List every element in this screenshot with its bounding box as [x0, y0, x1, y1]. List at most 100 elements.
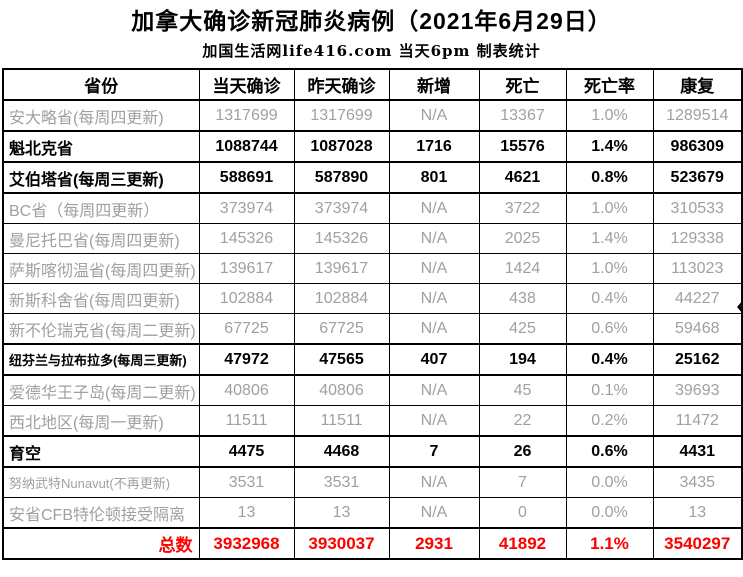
- value-cell: 4475: [198, 435, 295, 468]
- value-cell: 407: [388, 343, 480, 376]
- value-cell: 1.0%: [565, 99, 654, 132]
- value-cell: 44227: [652, 283, 743, 314]
- value-cell: N/A: [388, 223, 480, 254]
- province-cell: 爱德华王子岛(每周二更新): [2, 374, 200, 406]
- value-cell: 0.2%: [565, 405, 654, 437]
- table-row: 曼尼托巴省(每周四更新) 145326 145326 N/A 2025 1.4% 12933…: [2, 223, 743, 254]
- value-cell: 0.6%: [565, 313, 654, 345]
- value-cell: N/A: [388, 253, 480, 284]
- value-cell: 7: [478, 466, 567, 498]
- value-cell: N/A: [388, 313, 480, 345]
- value-cell: 373974: [293, 192, 390, 224]
- value-cell: 11472: [652, 405, 743, 437]
- value-cell: 41892: [478, 527, 567, 560]
- value-cell: 0.0%: [565, 466, 654, 498]
- table-row: 总数 3932968 3930037 2931 41892 1.1% 3540297: [2, 527, 743, 560]
- value-cell: 373974: [198, 192, 295, 224]
- value-cell: 45: [478, 374, 567, 406]
- value-cell: 40806: [198, 374, 295, 406]
- value-cell: 1289514: [652, 99, 743, 132]
- value-cell: 13: [293, 497, 390, 529]
- table-row: 新斯科舍省(每周四更新) 102884 102884 N/A 438 0.4% 44227: [2, 283, 743, 314]
- value-cell: 22: [478, 405, 567, 437]
- value-cell: 7: [388, 435, 480, 468]
- table-row: 育空 4475 4468 7 26 0.6% 4431: [2, 435, 743, 468]
- column-header-2: 昨天确诊: [293, 68, 390, 101]
- value-cell: 129338: [652, 223, 743, 254]
- table-row: 安省CFB特伦顿接受隔离 13 13 N/A 0 0.0% 13: [2, 497, 743, 529]
- value-cell: 0.8%: [565, 161, 654, 194]
- value-cell: 139617: [198, 253, 295, 284]
- province-cell: BC省（每周四更新）: [2, 192, 200, 224]
- value-cell: 0.4%: [565, 283, 654, 314]
- value-cell: N/A: [388, 192, 480, 224]
- value-cell: 40806: [293, 374, 390, 406]
- value-cell: N/A: [388, 405, 480, 437]
- table-row: 新不伦瑞克省(每周二更新) 67725 67725 N/A 425 0.6% 59468: [2, 313, 743, 345]
- value-cell: N/A: [388, 466, 480, 498]
- value-cell: 1.1%: [565, 527, 654, 560]
- header-row: 省份 当天确诊 昨天确诊 新增 死亡 死亡率 康复: [2, 68, 743, 101]
- value-cell: 4621: [478, 161, 567, 194]
- column-header-1: 当天确诊: [198, 68, 295, 101]
- value-cell: 0.1%: [565, 374, 654, 406]
- value-cell: 1088744: [198, 130, 295, 163]
- value-cell: N/A: [388, 497, 480, 529]
- value-cell: 1317699: [198, 99, 295, 132]
- table-row: 纽芬兰与拉布拉多(每周三更新) 47972 47565 407 194 0.4% 25162: [2, 343, 743, 376]
- table-body: 安大略省(每周四更新) 1317699 1317699 N/A 13367 1.0% 128…: [2, 99, 743, 560]
- value-cell: 26: [478, 435, 567, 468]
- value-cell: 102884: [198, 283, 295, 314]
- page-subtitle: 加国生活网life416.com 当天6pm 制表统计: [202, 42, 541, 60]
- page: { "title": "加拿大确诊新冠肺炎病例（2021年6月29日）", "s…: [0, 7, 743, 577]
- value-cell: 4468: [293, 435, 390, 468]
- value-cell: 2931: [388, 527, 480, 560]
- value-cell: N/A: [388, 99, 480, 132]
- value-cell: 113023: [652, 253, 743, 284]
- province-cell: 新斯科舍省(每周四更新): [2, 283, 200, 314]
- value-cell: 1087028: [293, 130, 390, 163]
- value-cell: 310533: [652, 192, 743, 224]
- value-cell: 145326: [198, 223, 295, 254]
- province-cell: 萨斯喀彻温省(每周四更新): [2, 253, 200, 284]
- value-cell: 1424: [478, 253, 567, 284]
- province-cell: 新不伦瑞克省(每周二更新): [2, 313, 200, 345]
- value-cell: 425: [478, 313, 567, 345]
- value-cell: 2025: [478, 223, 567, 254]
- value-cell: 3531: [198, 466, 295, 498]
- value-cell: 1.0%: [565, 253, 654, 284]
- table-header: 省份 当天确诊 昨天确诊 新增 死亡 死亡率 康复: [2, 68, 743, 101]
- value-cell: 1317699: [293, 99, 390, 132]
- value-cell: 0.4%: [565, 343, 654, 376]
- table-row: 西北地区(每周一更新) 11511 11511 N/A 22 0.2% 11472: [2, 405, 743, 437]
- value-cell: 3930037: [293, 527, 390, 560]
- page-title: 加拿大确诊新冠肺炎病例（2021年6月29日）: [131, 8, 612, 34]
- province-cell: 安大略省(每周四更新): [2, 99, 200, 132]
- value-cell: 67725: [198, 313, 295, 345]
- column-header-4: 死亡: [478, 68, 567, 101]
- column-header-5: 死亡率: [565, 68, 654, 101]
- value-cell: 102884: [293, 283, 390, 314]
- value-cell: 1.0%: [565, 192, 654, 224]
- value-cell: 4431: [652, 435, 743, 468]
- column-header-3: 新增: [388, 68, 480, 101]
- value-cell: 11511: [293, 405, 390, 437]
- value-cell: 139617: [293, 253, 390, 284]
- value-cell: 47972: [198, 343, 295, 376]
- value-cell: 13: [198, 497, 295, 529]
- province-cell: 艾伯塔省(每周三更新): [2, 161, 200, 194]
- table-row: 爱德华王子岛(每周二更新) 40806 40806 N/A 45 0.1% 39693: [2, 374, 743, 406]
- province-cell: 育空: [2, 435, 200, 468]
- value-cell: 67725: [293, 313, 390, 345]
- province-cell: 曼尼托巴省(每周四更新): [2, 223, 200, 254]
- value-cell: 3932968: [198, 527, 295, 560]
- value-cell: 3531: [293, 466, 390, 498]
- value-cell: 1.4%: [565, 130, 654, 163]
- value-cell: 1.4%: [565, 223, 654, 254]
- covid-table: 省份 当天确诊 昨天确诊 新增 死亡 死亡率 康复 安大略省(每周四更新) 1317699 13…: [2, 68, 743, 560]
- province-cell: 魁北克省: [2, 130, 200, 163]
- table-row: 魁北克省 1088744 1087028 1716 15576 1.4% 986309: [2, 130, 743, 163]
- value-cell: 1716: [388, 130, 480, 163]
- value-cell: 13367: [478, 99, 567, 132]
- value-cell: 145326: [293, 223, 390, 254]
